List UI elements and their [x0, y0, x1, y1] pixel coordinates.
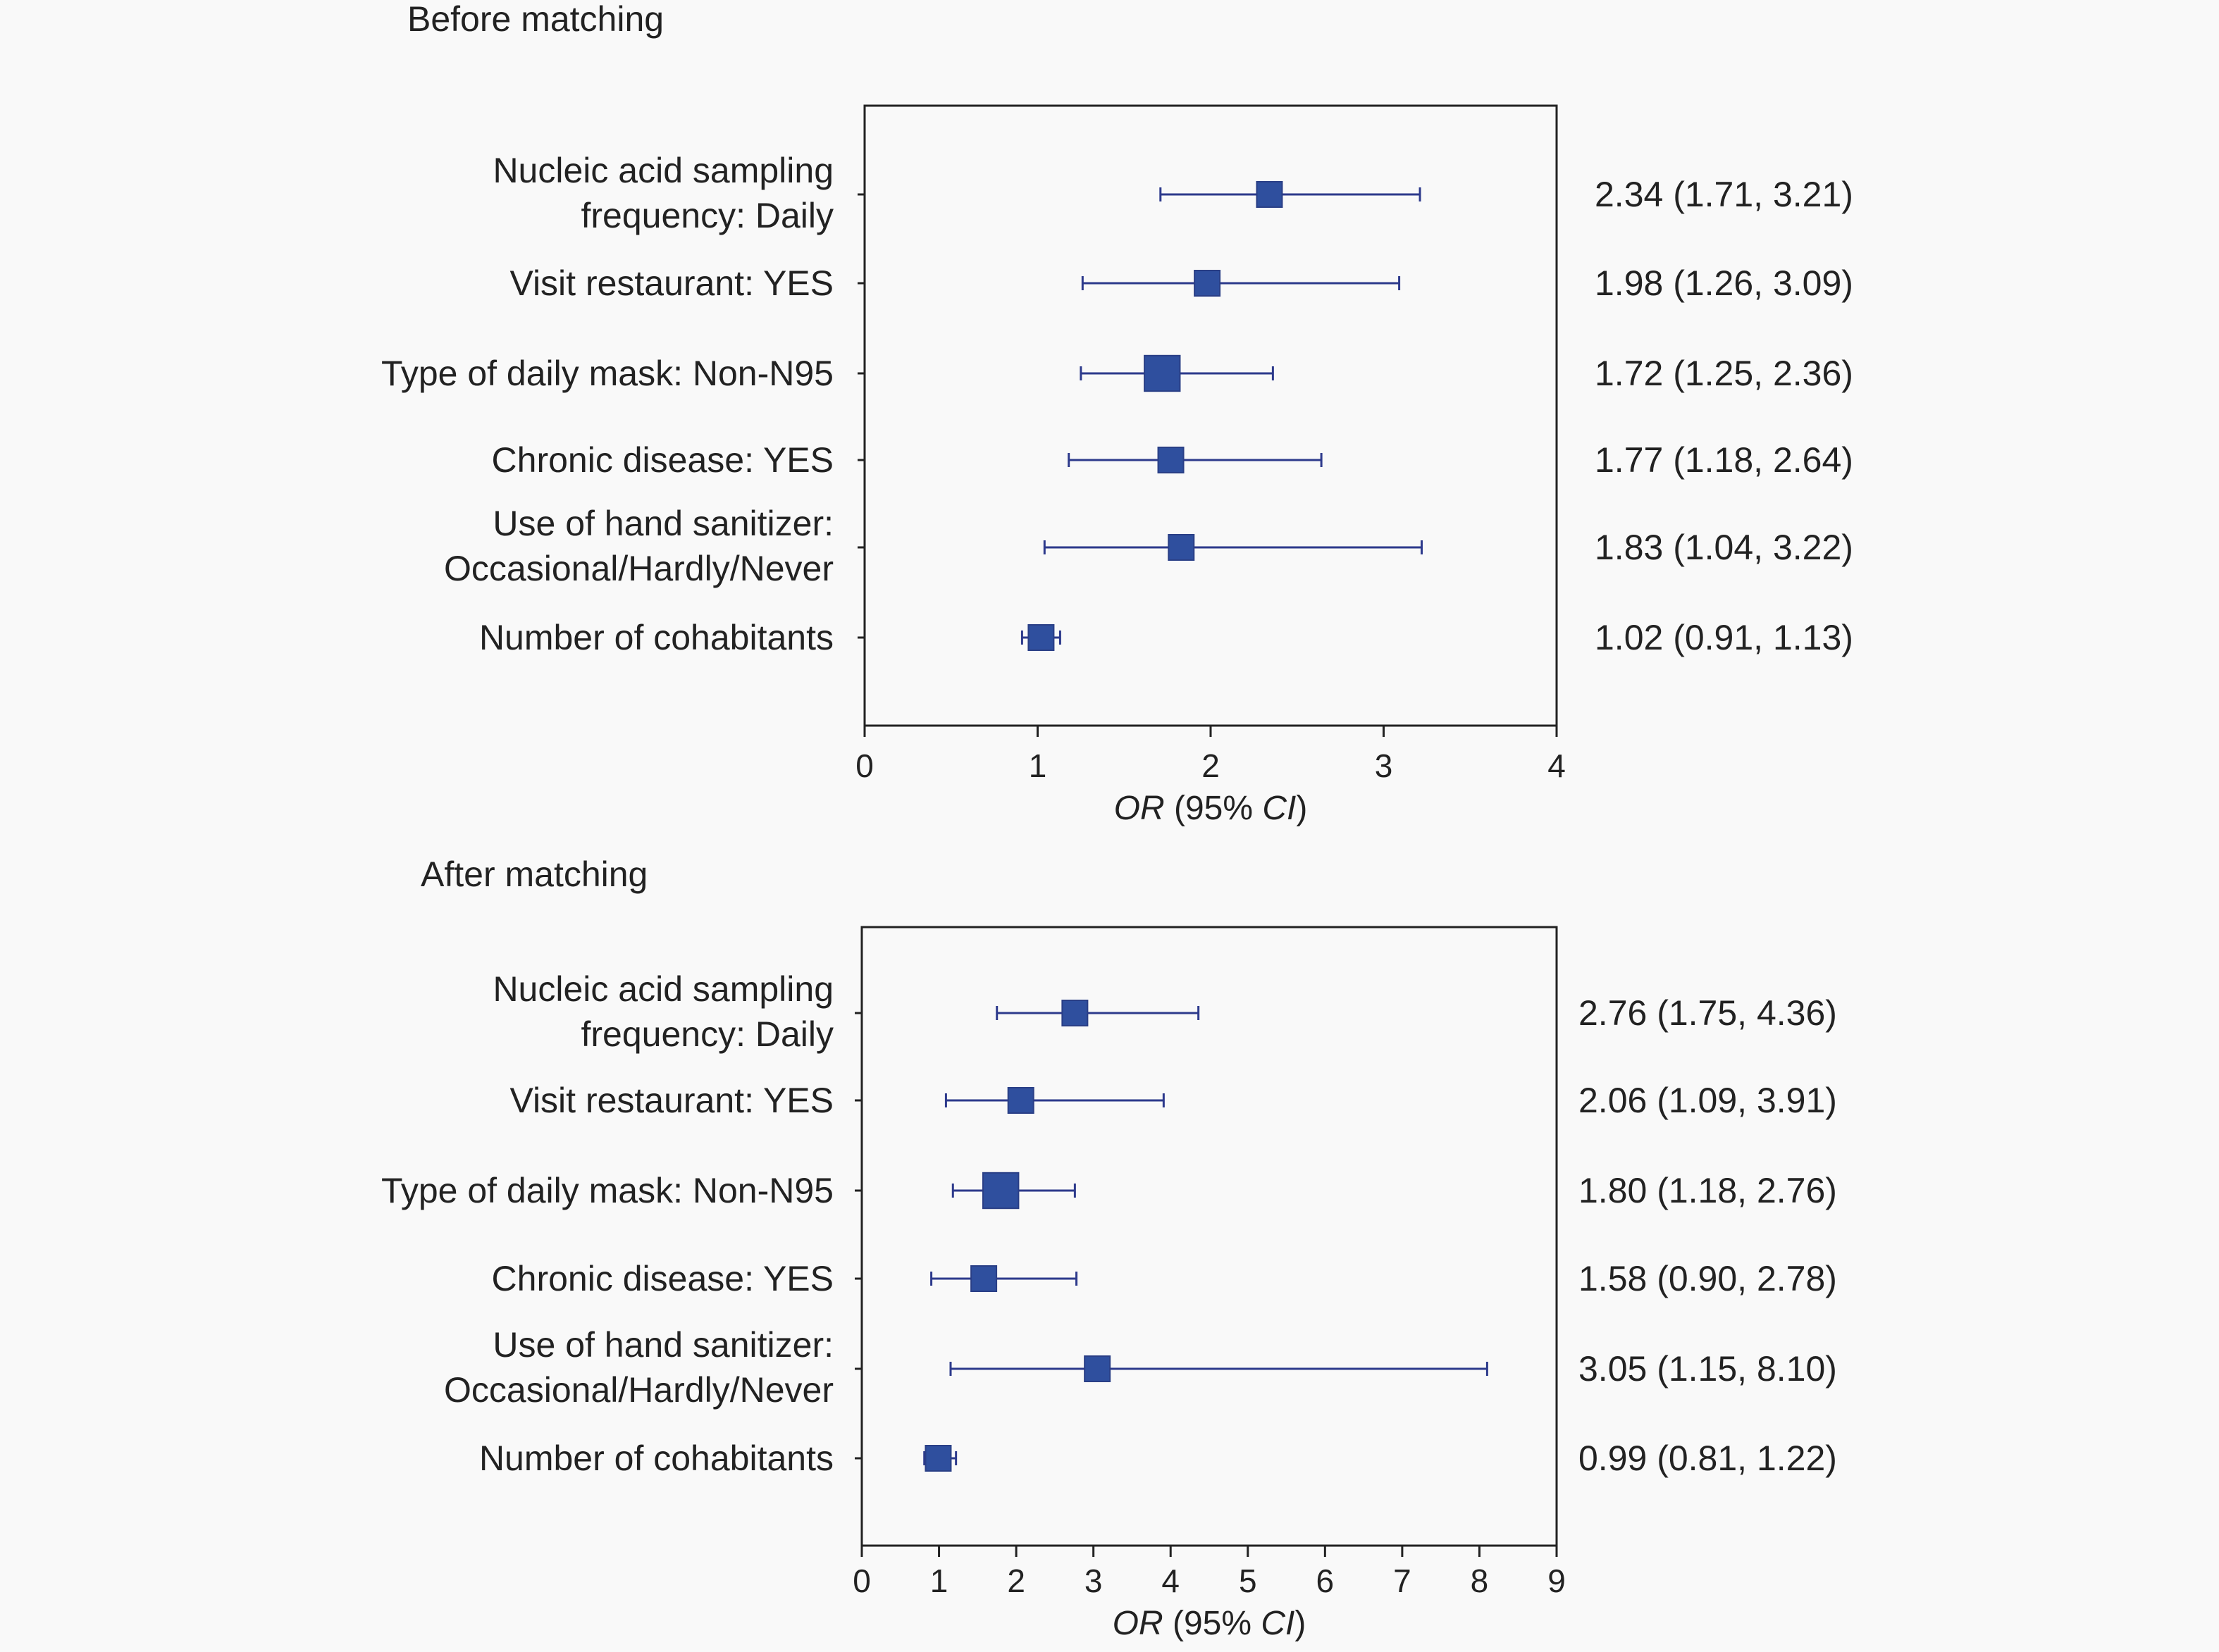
or-ci-text: 0.99 (0.81, 1.22): [1578, 1439, 1837, 1478]
row-label: frequency: Daily: [581, 196, 834, 235]
plot-frame: [860, 926, 1558, 1547]
x-tick-label: 4: [1161, 1563, 1180, 1599]
x-tick-label: 0: [855, 747, 874, 784]
or-ci-text: 1.98 (1.26, 3.09): [1595, 263, 1853, 303]
forest-panel-1: Before matching 0 1 2 3 4 OR (95% CI) Nucleic a…: [381, 0, 1853, 827]
or-ci-text: 2.34 (1.71, 3.21): [1595, 175, 1853, 214]
row-label: Nucleic acid sampling: [493, 151, 834, 190]
or-marker: [982, 1172, 1020, 1210]
plot-frame: [863, 104, 1558, 727]
or-marker: [925, 1445, 952, 1472]
x-tick-label: 9: [1547, 1563, 1566, 1599]
row-label: Occasional/Hardly/Never: [444, 549, 834, 588]
x-tick-label: 0: [853, 1563, 871, 1599]
or-marker: [1027, 624, 1055, 651]
or-marker: [1256, 181, 1283, 208]
row-label: Type of daily mask: Non-N95: [381, 1171, 834, 1210]
x-tick-label: 8: [1471, 1563, 1489, 1599]
x-tick-label: 2: [1007, 1563, 1025, 1599]
or-marker: [1157, 447, 1185, 473]
x-tick-label: 1: [930, 1563, 948, 1599]
or-ci-text: 1.72 (1.25, 2.36): [1595, 354, 1853, 393]
or-ci-text: 1.58 (0.90, 2.78): [1578, 1259, 1837, 1298]
or-ci-text: 3.05 (1.15, 8.10): [1578, 1349, 1837, 1389]
x-tick-label: 5: [1239, 1563, 1257, 1599]
or-ci-text: 1.83 (1.04, 3.22): [1595, 528, 1853, 567]
x-axis-title: OR (95% CI): [1114, 790, 1308, 827]
row-label: frequency: Daily: [581, 1014, 834, 1054]
row-label: Visit restaurant: YES: [510, 263, 834, 303]
row-label: Use of hand sanitizer:: [493, 504, 834, 543]
x-axis-title: OR (95% CI): [1113, 1605, 1306, 1642]
or-marker: [1194, 270, 1221, 297]
or-marker: [1061, 1000, 1089, 1026]
x-tick-label: 4: [1547, 747, 1566, 784]
row-label: Chronic disease: YES: [492, 1259, 834, 1298]
or-marker: [1144, 354, 1181, 392]
x-tick-label: 2: [1201, 747, 1220, 784]
row-label: Occasional/Hardly/Never: [444, 1370, 834, 1410]
or-marker: [1168, 534, 1195, 561]
row-label: Number of cohabitants: [479, 618, 834, 657]
x-tick-label: 7: [1393, 1563, 1411, 1599]
or-ci-text: 2.06 (1.09, 3.91): [1578, 1081, 1837, 1120]
x-tick-label: 3: [1084, 1563, 1103, 1599]
or-marker: [1084, 1355, 1111, 1382]
row-label: Type of daily mask: Non-N95: [381, 354, 834, 393]
or-ci-text: 1.80 (1.18, 2.76): [1578, 1171, 1837, 1210]
or-ci-text: 1.02 (0.91, 1.13): [1595, 618, 1853, 657]
row-label: Nucleic acid sampling: [493, 969, 834, 1009]
panel-title: After matching: [421, 855, 648, 894]
row-label: Visit restaurant: YES: [510, 1081, 834, 1120]
row-label: Chronic disease: YES: [492, 440, 834, 480]
or-ci-text: 1.77 (1.18, 2.64): [1595, 440, 1853, 480]
x-tick-label: 6: [1316, 1563, 1335, 1599]
or-marker: [970, 1265, 998, 1292]
x-tick-label: 3: [1375, 747, 1393, 784]
x-tick-label: 1: [1029, 747, 1047, 784]
or-marker: [1007, 1087, 1034, 1114]
panel-title: Before matching: [407, 0, 664, 39]
forest-panel-2: After matching 0 1 2 3 4 5 6 7 8 9 OR (95% CI) Nucle…: [381, 855, 1837, 1642]
row-label: Number of cohabitants: [479, 1439, 834, 1478]
row-label: Use of hand sanitizer:: [493, 1325, 834, 1365]
or-ci-text: 2.76 (1.75, 4.36): [1578, 993, 1837, 1033]
